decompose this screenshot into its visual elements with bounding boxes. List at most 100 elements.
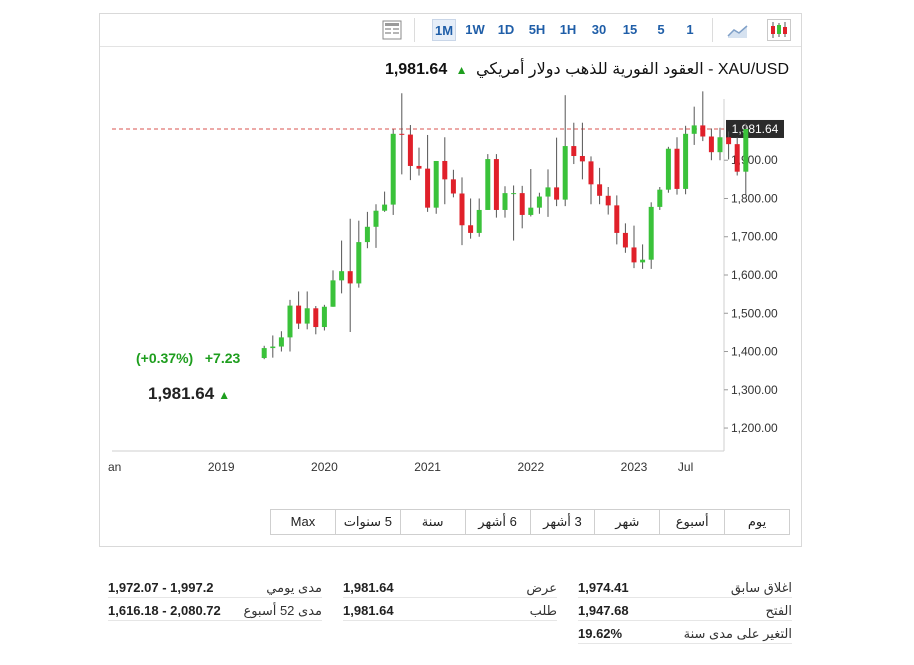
current-price-label: 1,981.64	[732, 122, 779, 136]
area-chart-icon[interactable]	[726, 19, 750, 41]
candle-down	[399, 133, 405, 135]
y-tick-label: 1,200.00	[731, 421, 778, 435]
range-6months-button[interactable]: 6 أشهر	[464, 510, 530, 534]
candle-down	[313, 308, 319, 328]
stat-value: 19.62%	[578, 626, 623, 641]
range-year-button[interactable]: سنة	[399, 510, 465, 534]
candle-up	[261, 348, 267, 359]
stat-value: 1,972.07 - 1,997.2	[108, 580, 214, 595]
y-tick-label: 1,600.00	[731, 268, 778, 282]
stat-row: اغلاق سابق 1,974.41	[578, 576, 792, 598]
range-month-button[interactable]: شهر	[594, 510, 659, 534]
candle-up	[270, 346, 276, 349]
price-chart: 1,200.00 1,300.00 1,400.00 1,500.00 1,600.00…	[108, 91, 784, 474]
up-arrow-icon: ▲	[218, 388, 231, 402]
candle-down	[442, 160, 448, 180]
stat-value: 1,981.64	[343, 603, 394, 618]
y-tick-label: 1,500.00	[731, 306, 778, 320]
stat-row: عرض 1,981.64	[343, 576, 557, 598]
toolbar-separator	[414, 18, 415, 42]
candle-down	[579, 156, 585, 162]
x-tick-label: 2023	[621, 460, 648, 474]
range-selector: يوم أسبوع شهر 3 أشهر 6 أشهر سنة 5 سنوات …	[270, 509, 790, 535]
interval-5-button[interactable]: 5	[657, 22, 665, 37]
candle-up	[304, 308, 310, 324]
candle-down	[347, 271, 353, 284]
y-tick-label: 1,400.00	[731, 345, 778, 359]
interval-1-button[interactable]: 1	[686, 22, 694, 37]
candlestick-chart-icon[interactable]	[767, 19, 791, 41]
candle-up	[536, 196, 542, 208]
candle-down	[734, 144, 740, 172]
last-price: 1,981.64	[148, 384, 215, 403]
y-tick-label: 1,900.00	[731, 153, 778, 167]
candle-down	[726, 137, 732, 145]
stat-row: الفتح 1,947.68	[578, 599, 792, 621]
x-tick-label: Jul	[678, 460, 693, 474]
candle-up	[545, 187, 551, 197]
stat-label: مدى 52 أسبوع	[243, 603, 322, 618]
interval-5h-button[interactable]: 5H	[528, 22, 546, 37]
range-5years-button[interactable]: 5 سنوات	[334, 510, 400, 534]
candle-up	[657, 189, 663, 207]
candle-down	[554, 187, 560, 200]
table-view-icon[interactable]	[380, 19, 404, 41]
candle-up	[356, 242, 362, 284]
candle-down	[425, 168, 431, 208]
candle-up	[502, 193, 508, 210]
interval-1m-button[interactable]: 1M	[432, 19, 456, 41]
candle-up	[364, 226, 370, 243]
candle-down	[407, 134, 413, 166]
candle-up	[665, 148, 671, 190]
x-tick-label: an	[108, 460, 121, 474]
interval-1w-button[interactable]: 1W	[465, 22, 485, 37]
range-day-button[interactable]: يوم	[724, 510, 789, 534]
stat-label: الفتح	[765, 603, 792, 618]
interval-1h-button[interactable]: 1H	[559, 22, 577, 37]
candle-up	[640, 259, 646, 263]
candle-down	[622, 232, 628, 248]
candle-down	[605, 195, 611, 206]
stat-value: 1,981.64	[343, 580, 394, 595]
stat-label: عرض	[526, 580, 557, 595]
stat-label: طلب	[529, 603, 557, 618]
stat-value: 1,947.68	[578, 603, 629, 618]
candle-up	[339, 271, 345, 281]
stat-row: مدى يومي 1,972.07 - 1,997.2	[108, 576, 322, 598]
candle-down	[493, 159, 499, 210]
candle-up	[287, 305, 293, 338]
candle-up	[476, 209, 482, 233]
range-max-button[interactable]: Max	[290, 514, 316, 529]
candle-down	[700, 125, 706, 137]
candle-up	[691, 125, 697, 134]
stat-row: طلب 1,981.64	[343, 599, 557, 621]
candle-up	[528, 207, 534, 215]
toolbar-separator	[712, 18, 713, 42]
interval-30-button[interactable]: 30	[591, 22, 607, 37]
candle-down	[631, 247, 637, 263]
current-price-tag	[726, 119, 784, 138]
x-tick-label: 2022	[517, 460, 544, 474]
candle-down	[674, 148, 680, 189]
interval-15-button[interactable]: 15	[622, 22, 638, 37]
x-tick-label: 2019	[208, 460, 235, 474]
candle-up	[743, 128, 749, 172]
up-arrow-icon: ▲	[455, 63, 468, 77]
candle-up	[382, 204, 388, 211]
stat-row: مدى 52 أسبوع 1,616.18 - 2,080.72	[108, 599, 322, 621]
candle-down	[519, 193, 525, 215]
instrument-title: XAU/USD - العقود الفورية للذهب دولار أمر…	[385, 59, 789, 79]
stat-value: 1,974.41	[578, 580, 629, 595]
range-3months-button[interactable]: 3 أشهر	[529, 510, 595, 534]
change-readout: (+0.37%) +7.23	[136, 350, 240, 366]
candle-down	[450, 179, 456, 194]
range-week-button[interactable]: أسبوع	[659, 510, 724, 534]
candle-up	[485, 159, 491, 210]
interval-1d-button[interactable]: 1D	[497, 22, 515, 37]
candle-down	[571, 146, 577, 157]
candle-down	[459, 193, 465, 226]
instrument-price: 1,981.64	[384, 61, 448, 78]
last-price-readout: 1,981.64 ▲	[148, 384, 230, 404]
chart-panel: 1M 1W 1D 5H 1H 30 15 5 1 XAU/USD - العقو…	[99, 13, 802, 547]
candle-down	[597, 184, 603, 196]
